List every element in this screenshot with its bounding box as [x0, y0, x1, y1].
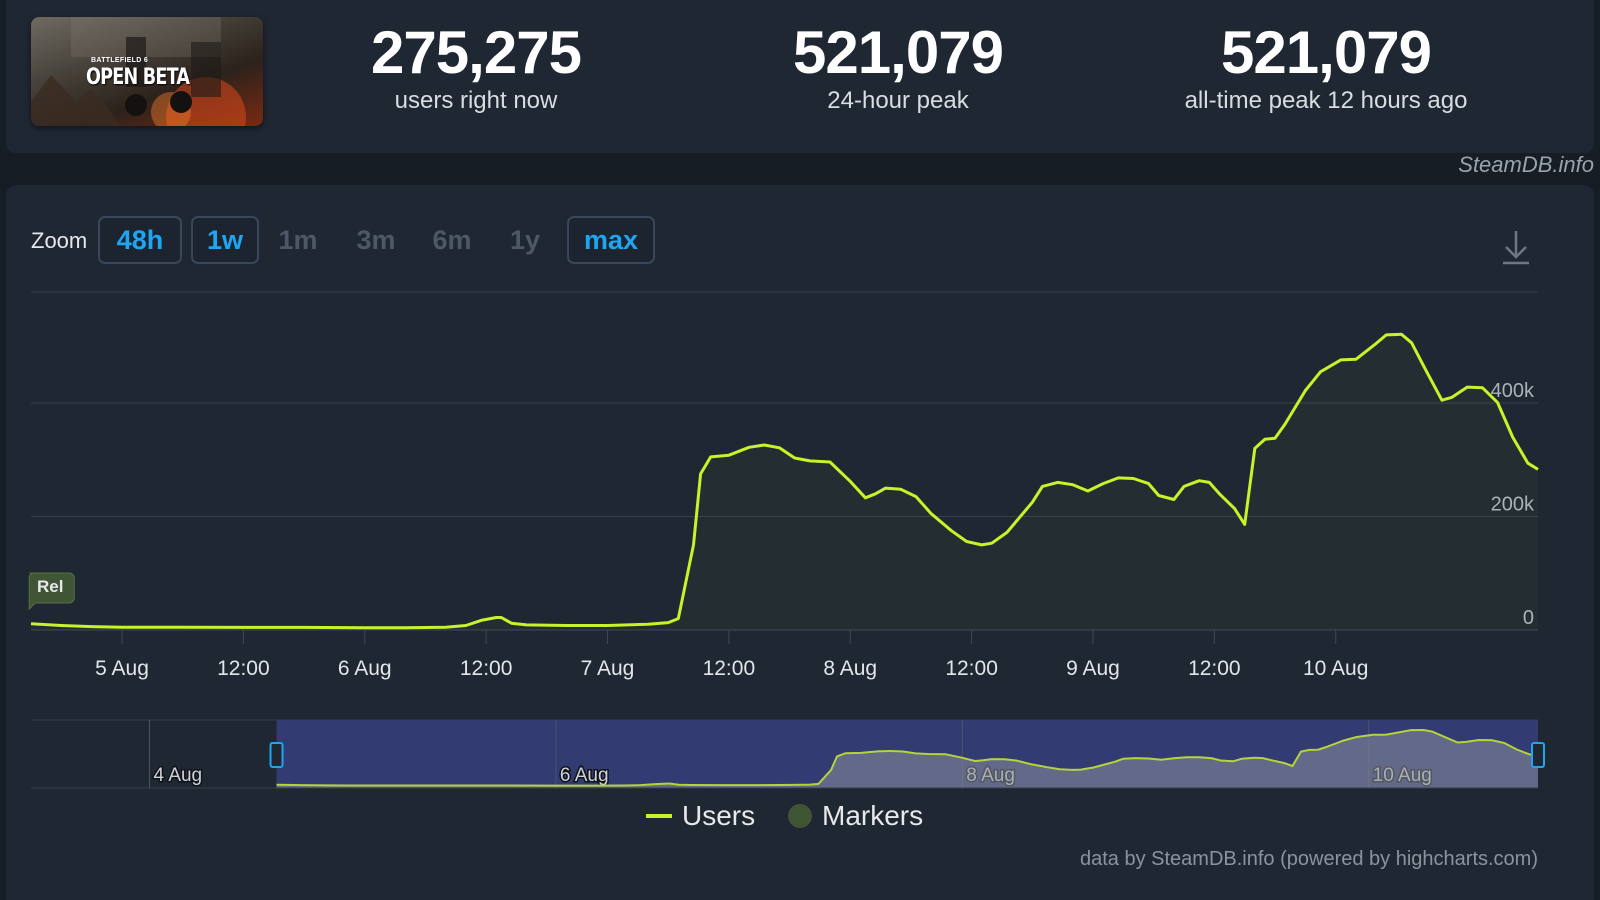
all-time-peak-value: 521,079 [1221, 19, 1432, 86]
y-tick-200k: 200k [1491, 494, 1535, 516]
zoom-1m-button[interactable]: 1m [278, 224, 318, 255]
peak-24h-value: 521,079 [793, 19, 1004, 86]
x-tick-7: 12:00 [945, 657, 998, 680]
stats-panel: BATTLEFIELD 6 OPEN BETA 275,275 users ri… [6, 0, 1594, 153]
legend-markers[interactable]: Markers [788, 800, 923, 832]
x-tick-8: 9 Aug [1066, 657, 1120, 680]
zoom-label: Zoom [31, 228, 88, 253]
users-series-line [30, 332, 1539, 630]
steamdb-watermark: SteamDB.info [1458, 152, 1594, 177]
x-tick-0: 5 Aug [95, 657, 149, 680]
users-line-swatch [646, 814, 672, 818]
navigator-label-1: 6 Aug [560, 765, 609, 786]
download-icon[interactable] [1501, 227, 1531, 267]
thumbnail-title: OPEN BETA [86, 65, 190, 90]
x-tick-2: 6 Aug [338, 657, 392, 680]
all-time-peak-label: all-time peak 12 hours ago [1184, 87, 1468, 114]
stat-24h-peak: 521,079 24-hour peak [748, 20, 1048, 116]
zoom-1y-button[interactable]: 1y [509, 224, 541, 255]
navigator-label-0: 4 Aug [154, 765, 203, 786]
thumbnail-series: BATTLEFIELD 6 [91, 57, 149, 64]
navigator-series-line [276, 728, 1539, 787]
y-tick-0: 0 [1523, 607, 1534, 629]
users-area [31, 334, 1538, 630]
markers-dot-swatch [788, 804, 812, 828]
zoom-max-button[interactable]: max [567, 216, 655, 264]
current-players-value: 275,275 [371, 19, 582, 86]
x-tick-10: 10 Aug [1303, 657, 1368, 680]
x-tick-4: 7 Aug [581, 657, 635, 680]
credits-text[interactable]: data by SteamDB.info (powered by highcha… [1080, 848, 1538, 870]
x-tick-3: 12:00 [460, 657, 513, 680]
x-tick-6: 8 Aug [823, 657, 877, 680]
game-thumbnail[interactable]: BATTLEFIELD 6 OPEN BETA [31, 17, 263, 126]
x-tick-9: 12:00 [1188, 657, 1241, 680]
stat-all-time-peak: 521,079 all-time peak 12 hours ago [1156, 20, 1496, 116]
legend-users-label: Users [682, 800, 756, 831]
thumbnail-art [31, 17, 246, 126]
navigator-handle-left[interactable] [269, 742, 284, 768]
legend-markers-label: Markers [822, 800, 924, 831]
zoom-3m-button[interactable]: 3m [356, 224, 396, 255]
x-tick-5: 12:00 [703, 657, 756, 680]
zoom-6m-button[interactable]: 6m [432, 224, 472, 255]
peak-24h-label: 24-hour peak [827, 87, 969, 114]
y-tick-400k: 400k [1491, 380, 1535, 402]
marker-flag-rel: Rel [28, 572, 75, 611]
navigator-handle-right[interactable] [1531, 742, 1545, 768]
zoom-48h-button[interactable]: 48h [98, 216, 182, 264]
stat-current: 275,275 users right now [326, 20, 626, 116]
marker-label: Rel [37, 577, 63, 596]
marker-flag-shape [28, 572, 75, 611]
legend-users[interactable]: Users [646, 800, 755, 832]
x-tick-1: 12:00 [217, 657, 270, 680]
navigator-area [276, 730, 1538, 788]
zoom-1w-button[interactable]: 1w [191, 216, 259, 264]
current-players-label: users right now [394, 87, 558, 114]
